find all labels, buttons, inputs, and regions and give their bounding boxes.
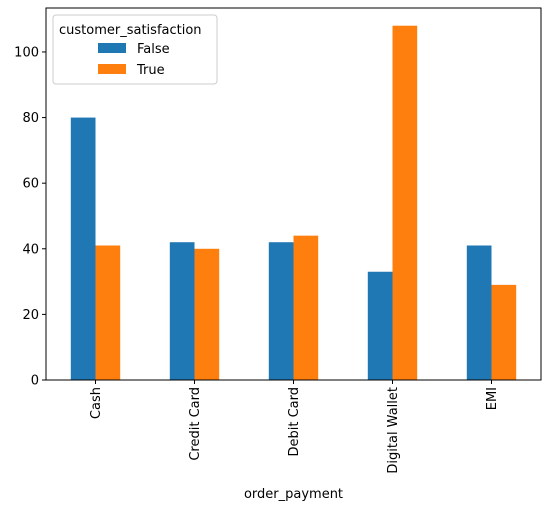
y-tick-label: 100	[14, 45, 39, 60]
x-tick-label: Cash	[89, 387, 104, 419]
bar-false-digital-wallet	[367, 271, 393, 380]
y-tick-label: 20	[22, 308, 39, 323]
bar-true-digital-wallet	[392, 25, 418, 381]
legend-title: customer_satisfaction	[59, 23, 202, 38]
bar-true-cash	[95, 245, 121, 380]
bar-true-credit-card	[194, 248, 220, 380]
bar-true-debit-card	[293, 235, 319, 380]
legend-swatch-true	[98, 64, 126, 74]
y-tick-label: 0	[31, 374, 39, 389]
x-tick-label: EMI	[485, 387, 500, 410]
bar-true-emi	[491, 284, 517, 380]
legend-box	[52, 14, 218, 85]
x-tick-label: Credit Card	[188, 387, 203, 461]
legend: customer_satisfaction False True	[52, 14, 218, 85]
x-tick-label: Debit Card	[287, 387, 302, 457]
bar-false-emi	[466, 245, 492, 380]
axes-layer: 0 20 40 60 80 100 Cash Credit Card Debit Card Dig…	[14, 7, 542, 474]
legend-swatch-false	[98, 43, 126, 53]
x-axis-title: order_payment	[244, 487, 343, 502]
y-tick-label: 80	[22, 111, 39, 126]
y-tick-label: 60	[22, 177, 39, 192]
legend-label-true: True	[136, 63, 165, 78]
legend-label-false: False	[137, 42, 170, 57]
bar-false-credit-card	[169, 242, 195, 380]
x-tick-label: Digital Wallet	[386, 387, 401, 474]
bars-layer	[70, 25, 517, 381]
y-tick-label: 40	[22, 242, 39, 257]
bar-false-debit-card	[268, 242, 294, 380]
bar-false-cash	[70, 117, 96, 380]
